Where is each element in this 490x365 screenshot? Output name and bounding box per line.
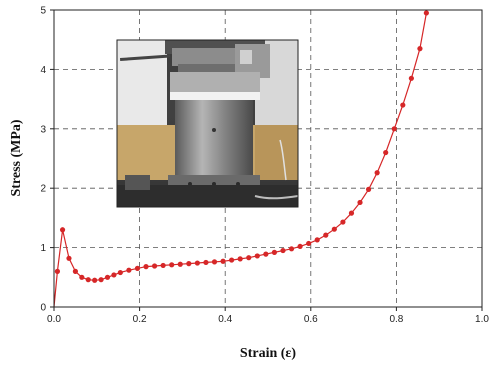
data-point xyxy=(169,262,175,268)
data-point xyxy=(143,264,149,270)
y-tick-label: 0 xyxy=(40,303,46,314)
data-point xyxy=(151,263,158,269)
data-point xyxy=(288,246,295,252)
data-point xyxy=(417,46,423,52)
data-point xyxy=(246,255,252,261)
x-tick-label: 0.0 xyxy=(47,314,61,325)
data-point xyxy=(340,219,346,225)
data-point xyxy=(271,249,278,255)
data-point xyxy=(72,268,78,274)
data-point xyxy=(203,259,209,266)
data-point xyxy=(194,260,200,266)
data-point xyxy=(263,251,269,257)
data-point xyxy=(383,149,389,156)
data-point xyxy=(374,170,380,176)
y-tick-label: 1 xyxy=(40,243,46,254)
data-point xyxy=(98,277,104,283)
x-tick-label: 0.4 xyxy=(218,314,232,325)
x-tick-label: 1.0 xyxy=(475,314,489,325)
data-point xyxy=(126,267,132,273)
y-axis-title: Stress (MPa) xyxy=(9,119,24,196)
data-point xyxy=(186,261,192,267)
data-point xyxy=(348,210,355,216)
data-point xyxy=(365,186,372,192)
data-point xyxy=(177,261,183,267)
data-point xyxy=(331,226,337,232)
y-tick-label: 4 xyxy=(40,65,46,76)
data-point xyxy=(408,75,414,81)
data-point xyxy=(92,277,98,283)
plot-frame xyxy=(53,9,483,308)
compression-test-machine-photo xyxy=(116,39,299,208)
x-tick-label: 0.6 xyxy=(304,314,318,325)
data-point xyxy=(54,268,61,274)
x-tick-label: 0.8 xyxy=(389,314,403,325)
series-layer xyxy=(53,10,429,308)
data-point xyxy=(220,258,226,264)
y-axis-ticks: 0 1 2 3 4 5 xyxy=(40,6,54,314)
data-point xyxy=(323,232,329,238)
x-tick-label: 0.2 xyxy=(133,314,147,325)
data-point xyxy=(85,277,91,283)
data-point xyxy=(117,269,123,276)
data-point xyxy=(306,240,312,247)
data-point xyxy=(59,227,66,233)
y-tick-label: 2 xyxy=(40,184,46,195)
data-point xyxy=(79,274,85,280)
data-point xyxy=(357,199,363,206)
x-axis-ticks: 0.0 0.2 0.4 0.6 0.8 1.0 xyxy=(47,307,489,325)
y-tick-label: 3 xyxy=(40,124,46,135)
data-point xyxy=(254,253,260,259)
data-point xyxy=(237,256,243,262)
data-point xyxy=(280,247,286,254)
data-point xyxy=(297,243,303,250)
data-point xyxy=(423,10,429,16)
data-point xyxy=(400,102,406,108)
data-point xyxy=(134,265,141,271)
data-point xyxy=(211,259,218,265)
data-point xyxy=(314,237,320,243)
data-point xyxy=(229,257,235,263)
data-point xyxy=(391,126,397,132)
x-axis-title: Strain (ε) xyxy=(240,346,296,361)
data-point xyxy=(104,274,111,280)
y-tick-label: 5 xyxy=(40,6,46,17)
data-point xyxy=(160,262,166,269)
data-point xyxy=(66,255,72,261)
data-point xyxy=(111,272,117,278)
